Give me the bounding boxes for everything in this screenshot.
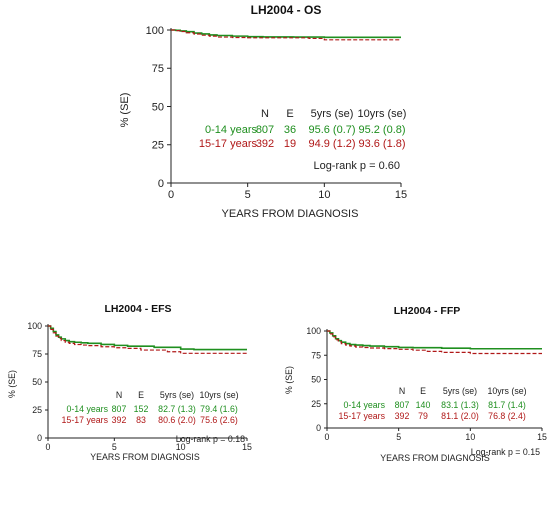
table-header: 5yrs (se) (160, 390, 194, 400)
x-tick-label: 5 (396, 432, 401, 442)
y-axis-label: % (SE) (119, 93, 131, 128)
y-tick-label: 0 (158, 178, 164, 190)
x-tick-label: 10 (465, 432, 475, 442)
y-tick-label: 25 (32, 405, 42, 415)
y-tick-label: 75 (32, 349, 42, 359)
series-label: 15-17 years (199, 138, 258, 150)
series-label: 15-17 years (339, 411, 386, 421)
chart-title: LH2004 - EFS (104, 303, 171, 315)
y-tick-label: 100 (27, 321, 42, 331)
table-header: N (116, 390, 122, 400)
chart-title: LH2004 - FFP (394, 305, 461, 317)
y-tick-label: 75 (152, 63, 164, 75)
table-cell: 95.6 (0.7) (308, 124, 355, 136)
table-header: 5yrs (se) (311, 108, 354, 120)
y-tick-label: 50 (311, 375, 321, 385)
x-tick-label: 15 (537, 432, 547, 442)
table-cell: 81.7 (1.4) (488, 400, 526, 410)
table-cell: 79 (418, 411, 428, 421)
table-header: 10yrs (se) (358, 108, 407, 120)
table-cell: 75.6 (2.6) (200, 415, 238, 425)
x-tick-label: 5 (245, 189, 251, 201)
table-cell: 807 (256, 124, 274, 136)
table-cell: 83.1 (1.3) (441, 400, 479, 410)
table-cell: 392 (112, 415, 127, 425)
survival-curve-age-0-14 (327, 330, 542, 350)
x-tick-label: 10 (176, 442, 186, 452)
km-panel-2: LH2004 - FFP 0 5 10 15 0 25 50 75 100 YEARS FROM D… (284, 305, 547, 463)
x-axis-label: YEARS FROM DIAGNOSIS (222, 208, 359, 220)
table-cell: 807 (112, 404, 127, 414)
survival-curve-age-0-14 (171, 29, 401, 39)
table-header: E (286, 108, 293, 120)
x-tick-label: 15 (395, 189, 407, 201)
y-tick-label: 100 (146, 25, 164, 37)
table-header: E (138, 390, 144, 400)
y-axis-label: % (SE) (284, 366, 294, 394)
y-tick-label: 100 (306, 326, 321, 336)
survival-curve-age-15-17 (327, 330, 542, 355)
y-axis-label: % (SE) (7, 370, 17, 398)
chart-title: LH2004 - OS (251, 3, 322, 17)
x-tick-label: 10 (318, 189, 330, 201)
table-cell: 94.9 (1.2) (308, 138, 355, 150)
table-cell: 81.1 (2.0) (441, 411, 479, 421)
table-header: 5yrs (se) (443, 386, 477, 396)
survival-curve-age-0-14 (48, 325, 247, 351)
table-cell: 19 (284, 138, 296, 150)
x-tick-label: 0 (168, 189, 174, 201)
series-label: 0-14 years (343, 400, 385, 410)
table-cell: 36 (284, 124, 296, 136)
table-cell: 76.8 (2.4) (488, 411, 526, 421)
logrank-annotation: Log-rank p = 0.18 (176, 434, 245, 444)
y-tick-label: 75 (311, 350, 321, 360)
y-tick-label: 0 (316, 423, 321, 433)
table-header: N (261, 108, 269, 120)
table-cell: 80.6 (2.0) (158, 415, 196, 425)
y-tick-label: 50 (32, 377, 42, 387)
x-tick-label: 0 (325, 432, 330, 442)
table-cell: 93.6 (1.8) (358, 138, 405, 150)
table-cell: 807 (395, 400, 410, 410)
table-cell: 95.2 (0.8) (358, 124, 405, 136)
logrank-annotation: Log-rank p = 0.15 (471, 447, 540, 457)
table-header: 10yrs (se) (199, 390, 238, 400)
table-cell: 79.4 (1.6) (200, 404, 238, 414)
y-tick-label: 25 (152, 140, 164, 152)
y-tick-label: 25 (311, 399, 321, 409)
table-cell: 140 (416, 400, 431, 410)
logrank-annotation: Log-rank p = 0.60 (313, 160, 400, 172)
survival-curve-age-15-17 (171, 29, 401, 41)
table-cell: 392 (256, 138, 274, 150)
series-label: 0-14 years (205, 124, 257, 136)
y-tick-label: 0 (37, 433, 42, 443)
table-header: 10yrs (se) (487, 386, 526, 396)
x-tick-label: 5 (112, 442, 117, 452)
table-header: N (399, 386, 405, 396)
km-panel-1: LH2004 - EFS 0 5 10 15 0 25 50 75 100 YEARS FROM D… (7, 303, 252, 462)
y-tick-label: 50 (152, 101, 164, 113)
series-label: 15-17 years (62, 415, 109, 425)
table-cell: 83 (136, 415, 146, 425)
x-tick-label: 15 (242, 442, 252, 452)
table-cell: 82.7 (1.3) (158, 404, 196, 414)
x-axis-label: YEARS FROM DIAGNOSIS (90, 452, 200, 462)
x-tick-label: 0 (46, 442, 51, 452)
table-cell: 392 (395, 411, 410, 421)
survival-curve-age-15-17 (48, 325, 247, 354)
series-label: 0-14 years (66, 404, 108, 414)
x-axis-label: YEARS FROM DIAGNOSIS (380, 453, 490, 463)
km-panel-0: LH2004 - OS 0 5 10 15 0 25 50 75 100 YEARS FROM DI… (119, 3, 407, 220)
table-cell: 152 (134, 404, 149, 414)
table-header: E (420, 386, 426, 396)
